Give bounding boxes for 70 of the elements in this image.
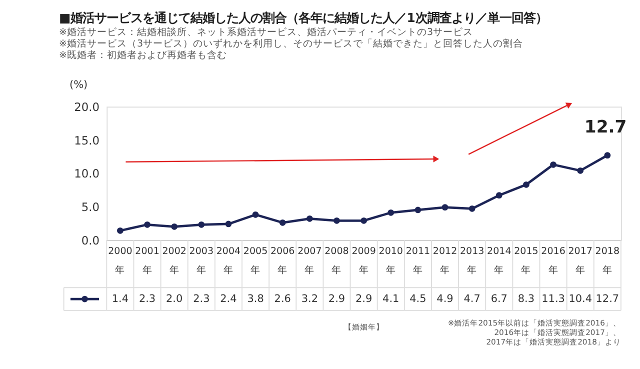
point [577,167,584,174]
x-tick-label: 2013年 [460,246,484,276]
x-tick-label: 2012年 [432,246,458,276]
point [252,211,259,218]
text: 2.9 [355,292,372,305]
point [225,220,232,228]
text: 8.3 [518,292,535,305]
y-axis-title: (%) [70,79,88,92]
text: 2.0 [166,292,183,305]
point [414,206,422,214]
x-tick-label: 2008年 [324,246,349,276]
x-tick-label: 2017年 [568,246,592,276]
point [550,161,556,168]
x-tick-label: 2018年 [595,246,620,276]
text: 12.7 [596,292,620,305]
text: 3.2 [301,292,318,305]
x-tick-label: 2014年 [487,246,512,276]
point [334,217,340,224]
text: 2017年は「婚活実態調査2018」より [486,338,621,347]
y-tick-label: 0.0 [81,233,100,248]
text: 6.7 [490,292,508,305]
text: 1.4 [112,292,129,305]
text: 11.3 [542,292,565,305]
x-tick-label: 2007年 [298,246,322,276]
chart-title: ■婚活サービスを通じて結婚した人の割合（各年に結婚した人／1次調査より／単一回答） [59,10,548,25]
chart-subtitle: ※婚活サービス：結婚相談所、ネット系婚活サービス、婚活パーティ・イベントの3サービス ※婚活サービス（3サービス）のいずれかを利用し、そのサービスで「結婚できた」と回答した人の割合 ※既婚者：初婚者および再婚者も含む [59,26,524,62]
point [360,217,368,224]
text: 2.9 [328,292,346,305]
text: 2.3 [138,292,156,305]
point [468,205,476,212]
x-tick-label: 2006年 [270,246,295,276]
annotation: 12.7 [584,117,627,138]
text: 2.3 [193,292,210,305]
point [496,192,502,198]
text: 4.1 [382,292,400,305]
x-tick-label: 2009年 [352,246,376,276]
x-tick-label: 2001年 [135,246,160,276]
y-tick-label: 20.0 [74,100,100,114]
text: 10.4 [568,292,592,305]
y-tick-label: 15.0 [74,133,100,148]
text: 【婚姻年】 [344,322,384,332]
x-tick-label: 2005年 [243,246,268,276]
point [117,227,124,234]
text: 2016年は「婚活実態調査2017」、 [494,328,621,338]
text: 4.9 [436,292,454,305]
point [523,181,530,188]
text: 2.6 [274,292,291,305]
y-tick-label: 5.0 [81,200,100,214]
x-tick-label: 2010年 [378,246,403,276]
x-tick-label: 2000年 [108,246,132,276]
x-tick-label: 2003年 [189,246,214,276]
text: 4.5 [410,292,426,305]
point [144,221,150,228]
point [279,219,286,226]
text: ※婚活年2015年以前は「婚活実態調査2016」、 [448,318,621,328]
text: 3.8 [247,292,264,305]
point [198,221,205,228]
x-tick-label: 2016年 [541,246,566,276]
point [442,204,448,210]
text: 4.7 [464,292,480,305]
point [604,152,611,158]
text: 2.4 [220,292,237,305]
x-tick-label: 2002年 [162,246,186,276]
x-tick-label: 2004年 [216,246,241,276]
y-tick-label: 10.0 [74,166,100,181]
x-tick-label: 2015年 [514,246,538,276]
point [388,209,394,216]
point [306,215,313,222]
point [171,223,178,230]
x-tick-label: 2011年 [406,246,430,276]
